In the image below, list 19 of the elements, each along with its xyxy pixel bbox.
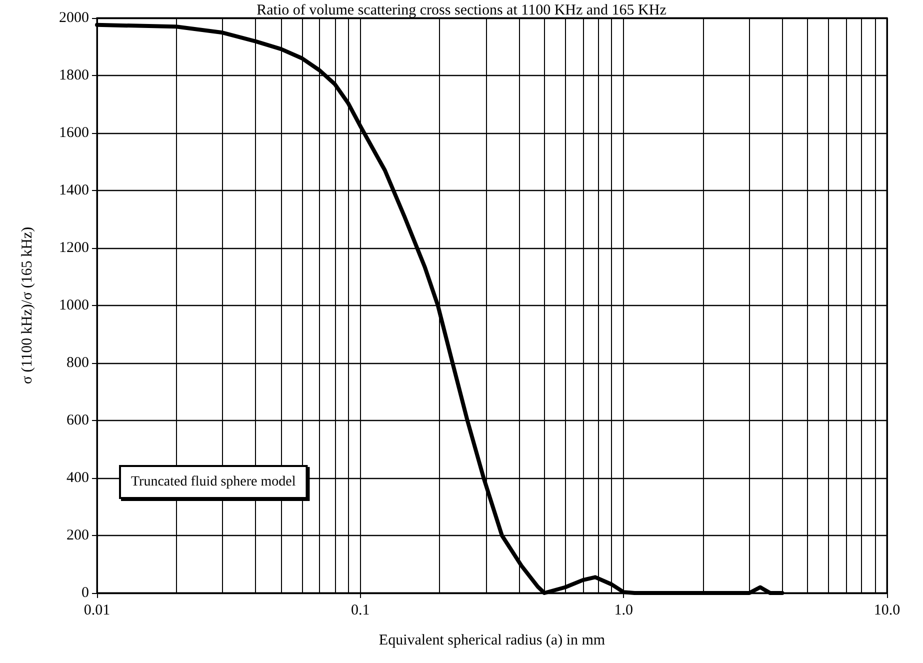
x-tick-label: 10.0 <box>874 602 900 618</box>
x-tick-label: 0.01 <box>84 602 110 618</box>
chart-title: Ratio of volume scattering cross sections at 1100 KHz and 165 KHz <box>256 2 667 18</box>
x-tick-label: 1.0 <box>614 602 634 618</box>
annotation: Truncated fluid sphere model <box>131 474 296 490</box>
y-tick-label: 600 <box>66 412 89 428</box>
y-axis-title: σ (1100 kHz)/σ (165 kHz) <box>20 226 36 384</box>
y-tick-label: 2000 <box>59 10 89 26</box>
y-tick-label: 1600 <box>59 125 89 141</box>
y-tick-label: 0 <box>82 585 89 601</box>
x-axis-title: Equivalent spherical radius (a) in mm <box>378 632 606 648</box>
y-tick-label: 1400 <box>59 182 89 198</box>
y-tick-label: 1800 <box>59 68 89 84</box>
y-tick-label: 1200 <box>59 240 89 256</box>
y-tick-label: 800 <box>66 355 89 371</box>
y-tick-label: 1000 <box>59 298 89 314</box>
y-tick-label: 200 <box>66 528 89 544</box>
y-tick-label: 400 <box>66 470 89 486</box>
x-tick-label: 0.1 <box>350 602 370 618</box>
